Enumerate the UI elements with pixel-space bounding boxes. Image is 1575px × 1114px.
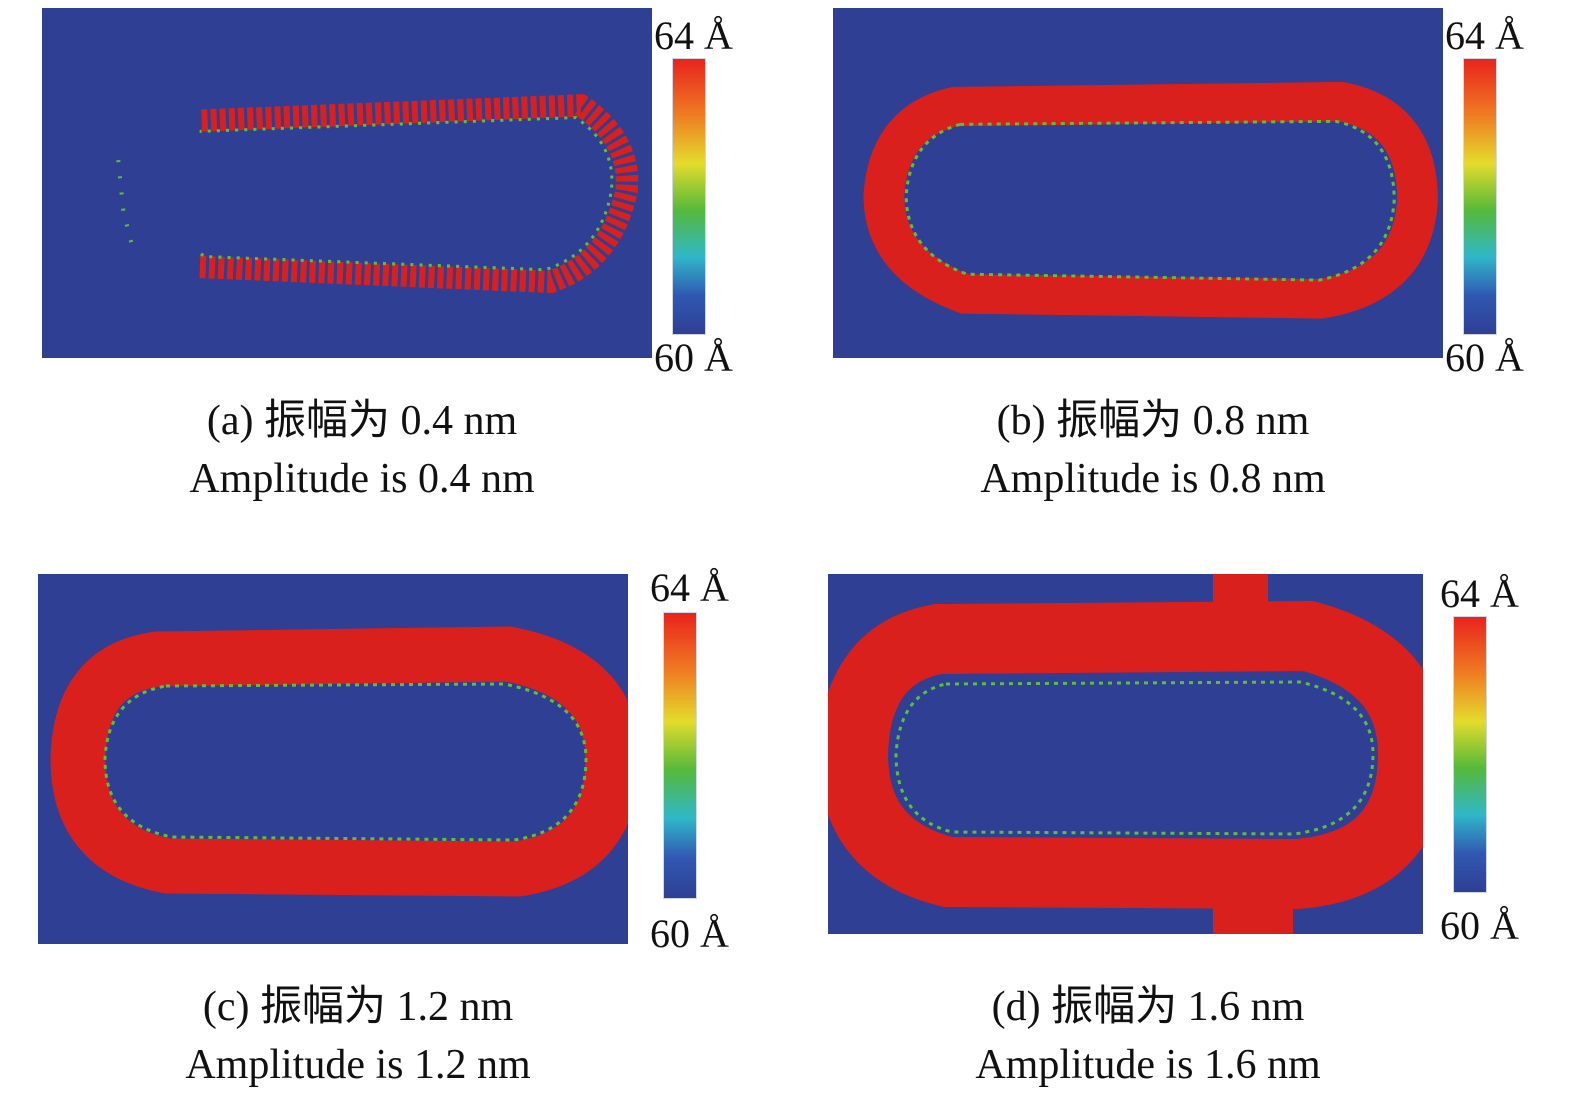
caption-cn: (c) 振幅为 1.2 nm: [202, 984, 514, 1030]
simulation-image-a: [42, 8, 652, 358]
color-scale-max-label: 64 Å: [650, 565, 729, 610]
simulation-image-c: [38, 574, 628, 944]
color-scale-bar-b: [1463, 58, 1497, 335]
panel-c: 64 Å 60 Å (c) 振幅为 1.2 nm Amplitude is 1.…: [38, 568, 798, 1114]
caption-cn: (d) 振幅为 1.6 nm: [991, 984, 1305, 1030]
color-scale-max-label: 64 Å: [1445, 13, 1524, 58]
caption-cn: (b) 振幅为 0.8 nm: [996, 398, 1310, 444]
caption-en: Amplitude is 0.8 nm: [980, 456, 1326, 502]
caption-en: Amplitude is 1.6 nm: [975, 1042, 1321, 1088]
color-scale-min-label: 60 Å: [1440, 903, 1519, 948]
color-scale-max-label: 64 Å: [654, 13, 733, 58]
color-scale-bar-c: [663, 612, 697, 899]
panel-d: 64 Å 60 Å (d) 振幅为 1.6 nm Amplitude is 1.…: [828, 574, 1575, 1114]
simulation-image-b: [833, 8, 1443, 358]
color-scale-max-label: 64 Å: [1440, 571, 1519, 616]
color-scale-min-label: 60 Å: [1445, 335, 1524, 380]
color-scale-min-label: 60 Å: [654, 335, 733, 380]
color-scale-min-label: 60 Å: [650, 911, 729, 956]
panel-a: 64 Å 60 Å (a) 振幅为 0.4 nm Amplitude is 0.…: [42, 8, 802, 548]
panel-b: 64 Å 60 Å (b) 振幅为 0.8 nm Amplitude is 0.…: [833, 8, 1575, 548]
caption-cn: (a) 振幅为 0.4 nm: [206, 398, 518, 444]
caption-en: Amplitude is 0.4 nm: [189, 456, 535, 502]
simulation-image-d: [828, 574, 1423, 934]
color-scale-bar-a: [672, 58, 706, 335]
color-scale-bar-d: [1453, 616, 1487, 893]
caption-en: Amplitude is 1.2 nm: [185, 1042, 531, 1088]
